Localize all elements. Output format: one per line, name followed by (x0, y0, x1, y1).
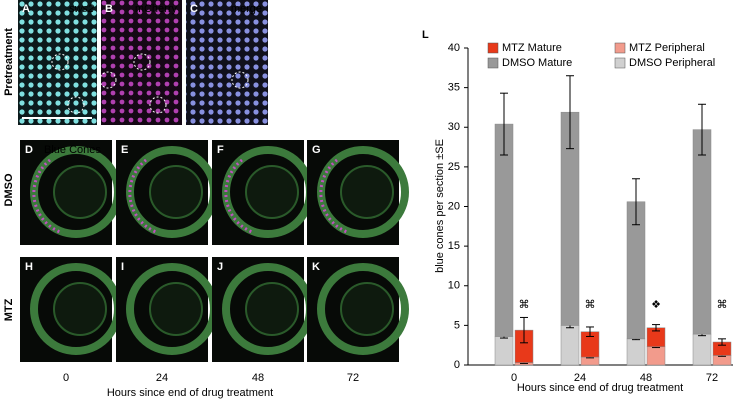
bar (494, 123, 514, 337)
annotation: ⌘ (519, 298, 530, 311)
y-tick-label: 20 (448, 200, 460, 212)
legend-swatch (614, 42, 626, 54)
error-bar (566, 75, 574, 150)
bar (692, 129, 712, 335)
x-tick-label: 24 (574, 372, 586, 384)
annotation: ⌘ (717, 298, 728, 311)
panel-label: J (217, 261, 223, 273)
eye-lens (245, 282, 299, 336)
panel-label: A (22, 3, 30, 15)
circles (51, 53, 249, 114)
blue-cones (224, 158, 253, 234)
eye-lens (53, 282, 107, 336)
y-tick-label: 10 (448, 280, 460, 292)
row-label: Pretreatment (3, 28, 15, 96)
row-label: DMSO (3, 173, 15, 206)
bar (692, 333, 712, 366)
x-tick-label: 48 (640, 372, 652, 384)
eye-lens (149, 165, 203, 219)
error-bar (520, 316, 528, 344)
y-axis-label: blue cones per section ±SE (434, 139, 446, 273)
bar (712, 355, 732, 366)
annotation: ⌘ (585, 298, 596, 311)
x-tick-label: 72 (706, 372, 718, 384)
bar (560, 325, 580, 366)
error-bar (652, 324, 660, 332)
annotation: ❖ (651, 298, 661, 311)
panel-label: B (105, 3, 113, 15)
micrograph (101, 0, 182, 125)
panel-label: K (312, 261, 320, 273)
panel-label: E (121, 144, 128, 156)
eye-lens (340, 282, 394, 336)
blue-cones (319, 158, 348, 234)
error-bar (698, 103, 706, 156)
legend-label: DMSO Mature (502, 57, 572, 69)
y-tick-label: 0 (454, 359, 460, 371)
legend-label: DMSO Peripheral (629, 57, 715, 69)
bar (494, 336, 514, 366)
panel-label: C (190, 3, 198, 15)
timepoint: 24 (156, 372, 168, 384)
channel-label: mCherry (135, 3, 178, 15)
bar (626, 338, 646, 366)
timepoint: 72 (347, 372, 359, 384)
timepoint: 0 (63, 372, 69, 384)
panel-label: G (312, 144, 321, 156)
error-bar (500, 92, 508, 156)
error-bar (632, 178, 640, 226)
eye-lens (53, 165, 107, 219)
y-tick-label: 15 (448, 240, 460, 252)
legend-swatch (487, 57, 499, 69)
micrograph (18, 0, 97, 125)
panel-label: L (422, 29, 429, 41)
y-tick-label: 5 (454, 319, 460, 331)
channel-label: sws2 (69, 3, 94, 15)
eye-lens (149, 282, 203, 336)
micrograph (186, 0, 268, 125)
legend-swatch (487, 42, 499, 54)
x-axis-label: Hours since end of drug treatment (517, 382, 683, 394)
y-tick-label: 30 (448, 121, 460, 133)
panel-label: D (25, 144, 33, 156)
panel-label: F (217, 144, 224, 156)
y-tick-label: 25 (448, 161, 460, 173)
error-bar (586, 326, 594, 337)
legend-swatch (614, 57, 626, 69)
row-label: MTZ (3, 298, 15, 321)
blue-cones (128, 158, 157, 234)
y-tick-label: 40 (448, 42, 460, 54)
panel-label: H (25, 261, 33, 273)
channel-label: merge (231, 3, 262, 15)
eye-lens (340, 165, 394, 219)
error-bar (718, 338, 726, 346)
inset-label: Blue Cones (44, 144, 101, 156)
eye-outline (317, 263, 409, 355)
eye-lens (245, 165, 299, 219)
legend-label: MTZ Peripheral (629, 42, 705, 54)
blue-cones (32, 158, 61, 234)
x-tick-label: 0 (511, 372, 517, 384)
image-panels (18, 0, 268, 125)
panel-label: I (121, 261, 124, 273)
y-tick-label: 35 (448, 82, 460, 94)
x-axis-label: Hours since end of drug treatment (107, 387, 273, 399)
bar (646, 346, 666, 366)
timepoint: 48 (252, 372, 264, 384)
legend-label: MTZ Mature (502, 42, 562, 54)
